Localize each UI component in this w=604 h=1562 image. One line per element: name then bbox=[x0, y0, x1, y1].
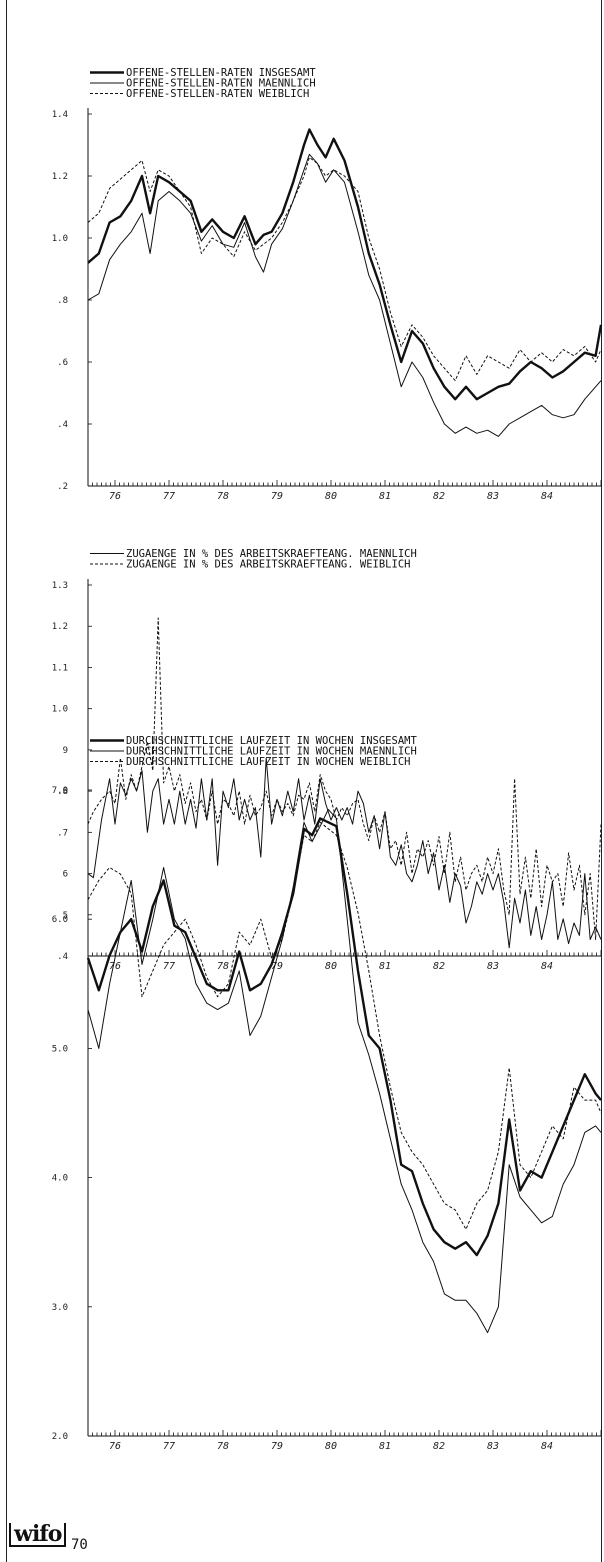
x-tick-label: 76 bbox=[109, 961, 121, 972]
y-tick-label: 1.0 bbox=[52, 705, 68, 715]
x-tick-label: 79 bbox=[271, 961, 283, 972]
y-tick-label: 9 bbox=[63, 746, 68, 756]
page-border-right bbox=[601, 0, 602, 1562]
y-tick-label: 1.2 bbox=[52, 172, 68, 182]
legend-label: DURCHSCHNITTLICHE LAUFZEIT IN WOCHEN WEI… bbox=[126, 756, 410, 768]
x-tick-label: 76 bbox=[109, 1441, 121, 1452]
x-tick-label: 82 bbox=[433, 491, 445, 502]
y-tick-label: 5 bbox=[63, 911, 68, 921]
series-line-thin bbox=[87, 757, 602, 949]
x-tick-label: 79 bbox=[271, 1441, 283, 1452]
series-line-thick bbox=[87, 128, 603, 401]
series-line-thick bbox=[86, 817, 602, 1257]
y-tick-label: 6 bbox=[63, 870, 68, 880]
x-tick-label: 80 bbox=[325, 1441, 337, 1452]
x-tick-label: 76 bbox=[109, 491, 121, 502]
chart-inflow-percentage: 76 77 78 79 80 81 82 83 84 5 6 .7 .8 9 1.0 1.1 1.2 1.3 .4 Z… bbox=[52, 548, 602, 972]
y-tick-label: 7.0 bbox=[52, 786, 68, 796]
page-border-left bbox=[6, 0, 7, 1562]
y-tick-label: .6 bbox=[57, 358, 68, 368]
y-tick-label: 1.0 bbox=[52, 234, 68, 244]
x-tick-label: 77 bbox=[163, 1441, 175, 1452]
x-tick-label: 81 bbox=[379, 491, 391, 502]
legend-label: ZUGAENGE IN % DES ARBEITSKRAEFTEANG. MAE… bbox=[126, 548, 417, 560]
y-tick-label: .8 bbox=[57, 296, 68, 306]
legend-label: OFFENE-STELLEN-RATEN WEIBLICH bbox=[126, 88, 309, 100]
y-tick-label: 1.3 bbox=[52, 581, 68, 591]
y-tick-label: 1.4 bbox=[52, 110, 68, 120]
legend-label: ZUGAENGE IN % DES ARBEITSKRAEFTEANG. WEI… bbox=[126, 559, 410, 571]
x-tick-label: 84 bbox=[541, 491, 553, 502]
wifo-logo: wifo bbox=[9, 1523, 67, 1547]
x-tick-label: 77 bbox=[163, 491, 175, 502]
x-tick-label: 81 bbox=[379, 1441, 391, 1452]
y-tick-label: .8 bbox=[57, 787, 68, 797]
y-tick-label: 3.0 bbox=[52, 1303, 68, 1313]
y-tick-label: 1.2 bbox=[52, 622, 68, 632]
y-bottom-label: .4 bbox=[57, 952, 68, 962]
y-tick-label: 6.0 bbox=[52, 915, 68, 925]
x-tick-label: 81 bbox=[379, 961, 391, 972]
chart-vacancy-rates: 76 77 78 79 80 81 82 83 84 .4 .6 .8 1.0 1.2 1.4 .2 OFFEN… bbox=[52, 67, 603, 502]
x-tick-label: 78 bbox=[217, 491, 229, 502]
series-line-dashed bbox=[87, 617, 602, 940]
x-tick-label: 80 bbox=[325, 961, 337, 972]
series-line-dashed bbox=[87, 156, 602, 382]
legend-label: OFFENE-STELLEN-RATEN MAENNLICH bbox=[126, 78, 316, 90]
x-tick-label: 82 bbox=[433, 1441, 445, 1452]
y-bottom-label: 2.0 bbox=[52, 1432, 68, 1442]
legend-label: DURCHSCHNITTLICHE LAUFZEIT IN WOCHEN MAE… bbox=[126, 746, 417, 758]
x-tick-label: 84 bbox=[541, 1441, 553, 1452]
chart-average-duration: 76 77 78 79 80 81 82 83 84 3.0 4.0 5.0 6.0 7.0 2.0 DURC… bbox=[52, 735, 602, 1452]
y-tick-label: .7 bbox=[57, 828, 68, 838]
x-tick-label: 78 bbox=[217, 961, 229, 972]
series-line-thin bbox=[87, 808, 602, 1334]
page-number: 70 bbox=[71, 1537, 88, 1553]
x-tick-label: 84 bbox=[541, 961, 553, 972]
x-tick-label: 79 bbox=[271, 491, 283, 502]
y-tick-label: .4 bbox=[57, 420, 68, 430]
y-tick-label: 4.0 bbox=[52, 1174, 68, 1184]
series-line-thin bbox=[87, 153, 602, 437]
y-bottom-label: .2 bbox=[57, 482, 68, 492]
x-tick-label: 82 bbox=[433, 961, 445, 972]
y-tick-label: 1.1 bbox=[52, 663, 68, 673]
x-tick-label: 83 bbox=[487, 491, 499, 502]
legend-label: OFFENE-STELLEN-RATEN INSGESAMT bbox=[126, 67, 316, 79]
x-tick-label: 78 bbox=[217, 1441, 229, 1452]
legend-label: DURCHSCHNITTLICHE LAUFZEIT IN WOCHEN INS… bbox=[126, 735, 417, 747]
y-tick-label: 5.0 bbox=[52, 1044, 68, 1054]
x-tick-label: 80 bbox=[325, 491, 337, 502]
x-tick-label: 83 bbox=[487, 961, 499, 972]
x-tick-label: 77 bbox=[163, 961, 175, 972]
x-tick-label: 83 bbox=[487, 1441, 499, 1452]
